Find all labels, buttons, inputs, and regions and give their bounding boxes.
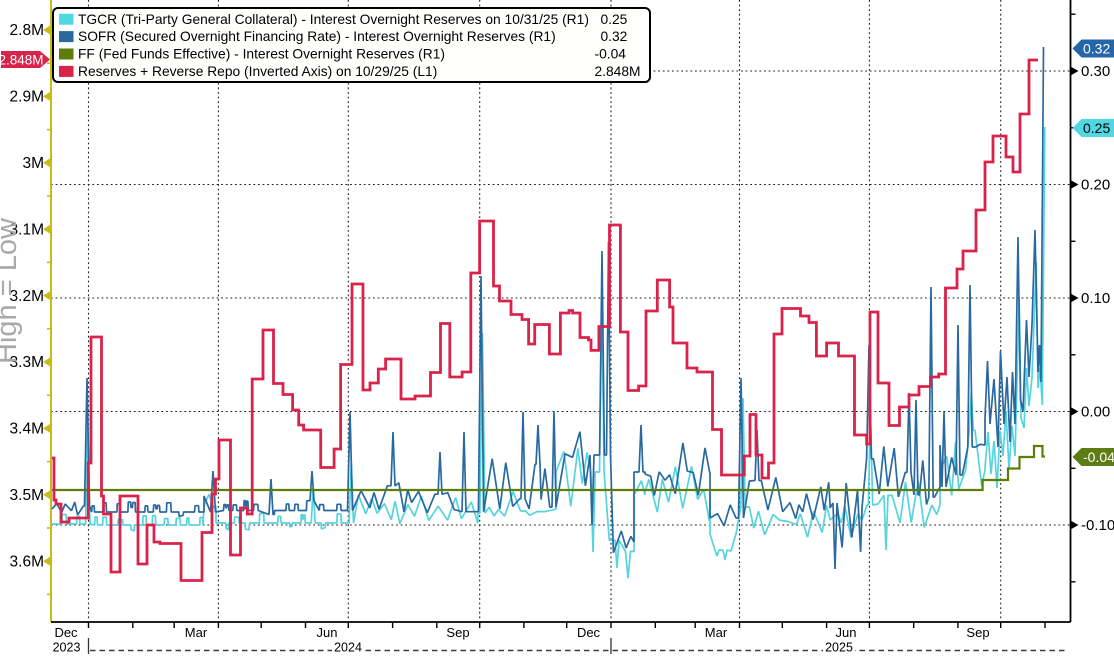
svg-text:Reserves + Reverse Repo (Inver: Reserves + Reverse Repo (Inverted Axis) … (78, 64, 437, 79)
svg-text:Jun: Jun (836, 625, 857, 640)
svg-text:3.5M: 3.5M (10, 487, 44, 504)
svg-text:0.30: 0.30 (1081, 63, 1110, 80)
svg-text:0.10: 0.10 (1081, 290, 1110, 307)
svg-text:-0.04: -0.04 (595, 47, 627, 62)
svg-text:0.25: 0.25 (601, 12, 628, 27)
svg-text:2.848M: 2.848M (0, 52, 44, 67)
svg-text:SOFR (Secured Overnight Financ: SOFR (Secured Overnight Financing Rate) … (78, 29, 556, 44)
svg-text:TGCR (Tri-Party General Collat: TGCR (Tri-Party General Collateral) - In… (78, 12, 589, 27)
svg-text:2.8M: 2.8M (10, 22, 44, 39)
svg-text:0.20: 0.20 (1081, 177, 1110, 194)
svg-text:3.3M: 3.3M (10, 354, 44, 371)
svg-text:2024: 2024 (334, 641, 362, 655)
svg-text:2023: 2023 (53, 641, 81, 655)
svg-text:0.32: 0.32 (601, 29, 628, 44)
svg-text:0.00: 0.00 (1081, 404, 1110, 421)
svg-text:3.2M: 3.2M (10, 288, 44, 305)
svg-text:2025: 2025 (825, 641, 853, 655)
svg-text:Sep: Sep (446, 625, 469, 640)
svg-text:-0.10: -0.10 (1081, 517, 1114, 534)
svg-text:3.4M: 3.4M (10, 421, 44, 438)
svg-text:0.32: 0.32 (1083, 41, 1110, 57)
svg-text:Dec: Dec (54, 625, 78, 640)
svg-text:FF (Fed Funds Effective) - Int: FF (Fed Funds Effective) - Interest Over… (78, 47, 445, 62)
svg-text:Dec: Dec (577, 625, 601, 640)
svg-text:High = Low: High = Low (0, 217, 23, 364)
svg-text:Sep: Sep (966, 625, 989, 640)
svg-text:0.25: 0.25 (1083, 120, 1110, 136)
svg-text:3.6M: 3.6M (10, 553, 44, 570)
svg-text:3M: 3M (22, 155, 44, 172)
svg-text:3.1M: 3.1M (10, 221, 44, 238)
svg-text:Mar: Mar (185, 625, 208, 640)
svg-text:Jun: Jun (317, 625, 338, 640)
svg-text:Mar: Mar (705, 625, 728, 640)
svg-text:2.848M: 2.848M (595, 64, 641, 79)
svg-text:2.9M: 2.9M (10, 89, 44, 106)
svg-text:-0.04: -0.04 (1083, 449, 1114, 465)
